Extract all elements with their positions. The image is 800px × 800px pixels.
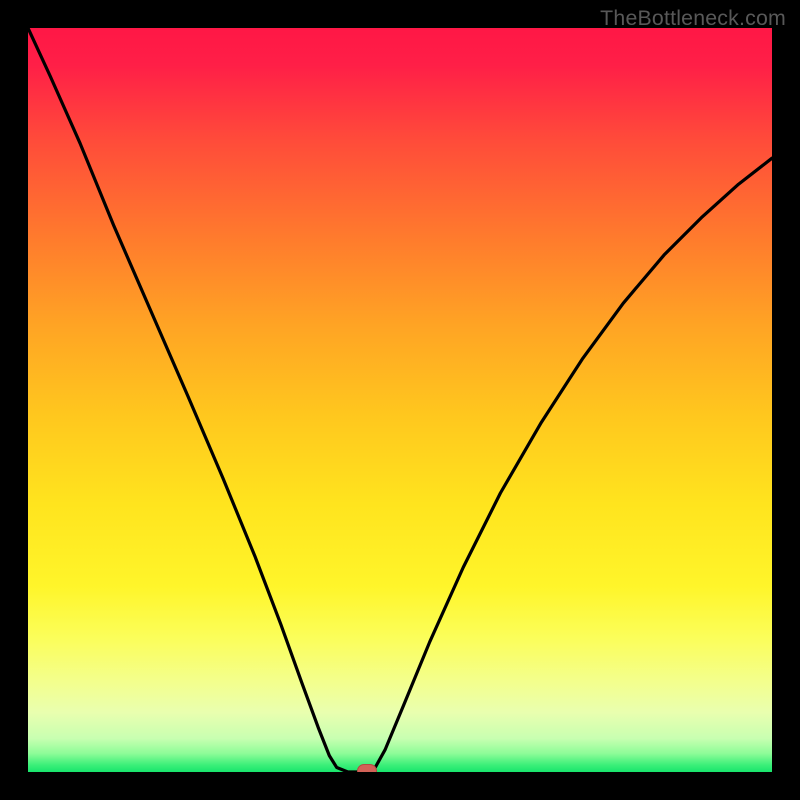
- chart-frame: TheBottleneck.com: [0, 0, 800, 800]
- curve-left-branch: [28, 28, 367, 772]
- watermark-text: TheBottleneck.com: [600, 6, 786, 31]
- optimum-marker: [357, 764, 377, 773]
- curve-right-branch: [374, 158, 772, 770]
- v-curve: [28, 28, 772, 772]
- plot-area: [28, 28, 772, 772]
